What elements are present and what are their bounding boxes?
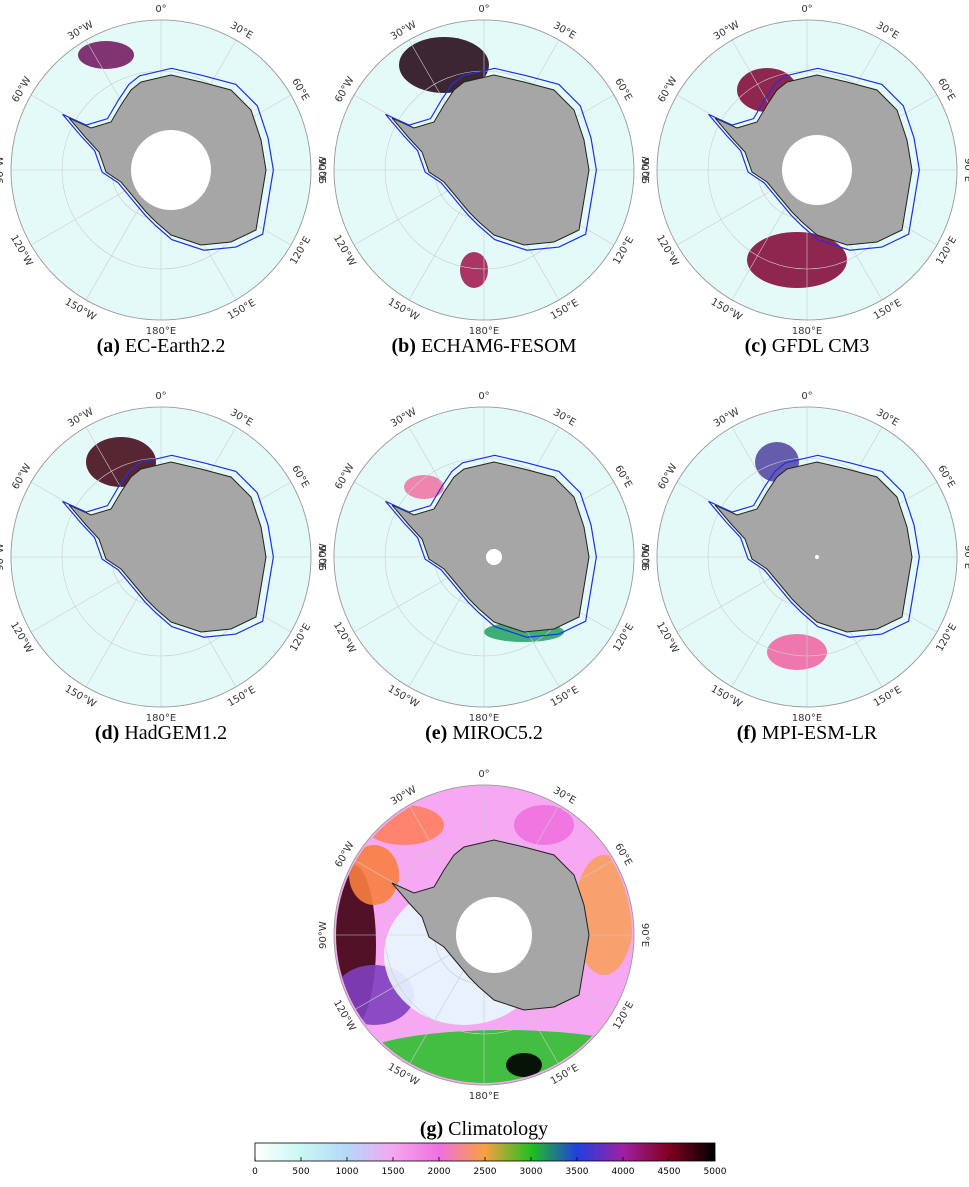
- colorbar-tick-label: 2500: [474, 1167, 497, 1177]
- field-patch: [364, 805, 444, 845]
- longitude-label: 0°: [155, 4, 166, 15]
- panel-name: MIROC5.2: [452, 722, 543, 744]
- pole-hole: [131, 130, 211, 210]
- longitude-label: 0°: [478, 391, 489, 402]
- colorbar-tick-label: 0: [252, 1167, 258, 1177]
- colorbar-tick-label: 3000: [520, 1167, 543, 1177]
- pole-hole: [456, 897, 532, 973]
- polar-map: 0°30°E60°E90°E120°E150°E180°E150°W120°W9…: [641, 391, 969, 724]
- longitude-label: 0°: [478, 769, 489, 780]
- longitude-label: 0°: [801, 4, 812, 15]
- panel-letter: (c): [745, 335, 767, 357]
- panel-name: ECHAM6-FESOM: [421, 335, 577, 357]
- pole-hole: [486, 549, 502, 565]
- colorbar-tick-label: 2000: [428, 1167, 451, 1177]
- panel-name: EC-Earth2.2: [125, 335, 226, 357]
- pole-hole: [782, 135, 852, 205]
- panel-name: HadGEM1.2: [124, 722, 227, 744]
- panel-letter: (e): [425, 722, 447, 744]
- colorbar-tick-label: 4000: [612, 1167, 635, 1177]
- panel-letter: (b): [391, 335, 415, 357]
- panel-caption: (g) Climatology: [420, 1118, 548, 1140]
- longitude-label: 90°W: [0, 543, 6, 571]
- field-patch: [349, 845, 399, 905]
- colorbar-tick-label: 4500: [658, 1167, 681, 1177]
- panel-letter: (f): [737, 722, 757, 744]
- polar-map: 0°30°E60°E90°E120°E150°E180°E150°W120°W9…: [0, 4, 327, 337]
- panel-caption: (d) HadGEM1.2: [95, 722, 227, 744]
- figure: 0°30°E60°E90°E120°E150°E180°E150°W120°W9…: [0, 0, 969, 1187]
- longitude-label: 0°: [155, 391, 166, 402]
- panel-name: Climatology: [448, 1118, 548, 1140]
- longitude-label: 90°W: [641, 543, 652, 571]
- longitude-label: 90°E: [639, 923, 650, 947]
- longitude-label: 90°W: [318, 156, 329, 184]
- longitude-label: 90°E: [962, 545, 969, 569]
- longitude-label: 0°: [478, 4, 489, 15]
- longitude-label: 0°: [801, 391, 812, 402]
- panel-letter: (g): [420, 1118, 443, 1140]
- longitude-label: 180°E: [469, 1091, 499, 1102]
- polar-map: 0°30°E60°E90°E120°E150°E180°E150°W120°W9…: [318, 4, 650, 337]
- longitude-label: 90°E: [962, 158, 969, 182]
- panel-caption: (e) MIROC5.2: [425, 722, 543, 744]
- polar-map: 0°30°E60°E90°E120°E150°E180°E150°W120°W9…: [0, 391, 327, 724]
- panel-letter: (a): [97, 335, 120, 357]
- field-patch: [354, 1030, 654, 1090]
- panel-caption: (f) MPI-ESM-LR: [737, 722, 878, 744]
- longitude-label: 90°W: [641, 156, 652, 184]
- colorbar-tick-label: 500: [292, 1167, 309, 1177]
- colorbar-tick-label: 1000: [336, 1167, 359, 1177]
- anomaly-patch: [767, 634, 827, 670]
- panel-caption: (a) EC-Earth2.2: [97, 335, 226, 357]
- longitude-label: 90°W: [0, 156, 6, 184]
- panel-name: GFDL CM3: [772, 335, 870, 357]
- colorbar-tick-label: 1500: [382, 1167, 405, 1177]
- longitude-label: 90°W: [318, 543, 329, 571]
- panel-letter: (d): [95, 722, 119, 744]
- polar-map: 0°30°E60°E90°E120°E150°E180°E150°W120°W9…: [641, 4, 969, 337]
- longitude-label: 90°W: [318, 921, 329, 949]
- pole-hole: [815, 555, 819, 559]
- polar-map: 0°30°E60°E90°E120°E150°E180°E150°W120°W9…: [318, 769, 654, 1102]
- polar-map: 0°30°E60°E90°E120°E150°E180°E150°W120°W9…: [318, 391, 650, 724]
- panel-caption: (b) ECHAM6-FESOM: [391, 335, 576, 357]
- colorbar-tick-label: 5000: [704, 1167, 727, 1177]
- panel-caption: (c) GFDL CM3: [745, 335, 870, 357]
- colorbar-tick-label: 3500: [566, 1167, 589, 1177]
- panel-name: MPI-ESM-LR: [762, 722, 878, 744]
- anomaly-patch: [78, 41, 134, 69]
